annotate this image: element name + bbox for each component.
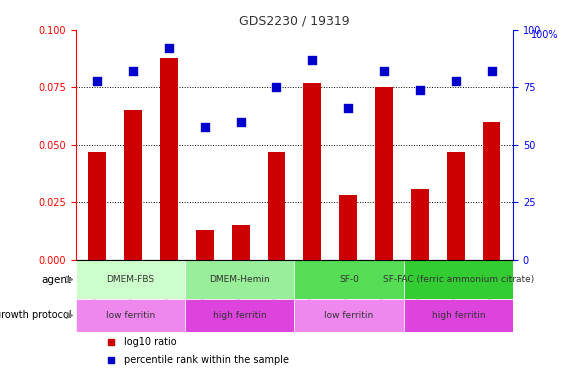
Point bbox=[93, 78, 102, 84]
Point bbox=[380, 68, 389, 74]
Bar bbox=[411, 189, 429, 260]
Bar bbox=[124, 110, 142, 260]
Bar bbox=[231, 225, 250, 260]
Text: agent: agent bbox=[41, 274, 72, 285]
Bar bbox=[268, 152, 286, 260]
Bar bbox=[303, 83, 321, 260]
Point bbox=[200, 123, 209, 129]
Bar bbox=[447, 152, 465, 260]
Text: percentile rank within the sample: percentile rank within the sample bbox=[124, 356, 289, 365]
FancyBboxPatch shape bbox=[76, 299, 185, 332]
Point bbox=[343, 105, 353, 111]
Text: SF-FAC (ferric ammonium citrate): SF-FAC (ferric ammonium citrate) bbox=[383, 275, 534, 284]
Text: low ferritin: low ferritin bbox=[106, 311, 155, 320]
Point bbox=[236, 119, 245, 125]
Text: 100%: 100% bbox=[531, 30, 558, 40]
Text: DMEM-FBS: DMEM-FBS bbox=[106, 275, 154, 284]
FancyBboxPatch shape bbox=[76, 260, 185, 299]
Text: growth protocol: growth protocol bbox=[0, 310, 72, 321]
Point bbox=[451, 78, 461, 84]
Text: SF-0: SF-0 bbox=[339, 275, 359, 284]
Point bbox=[487, 68, 496, 74]
FancyBboxPatch shape bbox=[294, 299, 403, 332]
Bar bbox=[375, 87, 393, 260]
FancyBboxPatch shape bbox=[403, 260, 513, 299]
Point bbox=[164, 45, 174, 51]
Text: log10 ratio: log10 ratio bbox=[124, 338, 177, 347]
Point bbox=[128, 68, 138, 74]
Point bbox=[415, 87, 424, 93]
Bar bbox=[339, 195, 357, 260]
Text: DMEM-Hemin: DMEM-Hemin bbox=[209, 275, 270, 284]
FancyBboxPatch shape bbox=[294, 260, 403, 299]
FancyBboxPatch shape bbox=[403, 299, 513, 332]
Text: high ferritin: high ferritin bbox=[431, 311, 485, 320]
Point bbox=[272, 84, 281, 90]
Text: high ferritin: high ferritin bbox=[213, 311, 266, 320]
Text: low ferritin: low ferritin bbox=[325, 311, 374, 320]
Title: GDS2230 / 19319: GDS2230 / 19319 bbox=[239, 15, 350, 27]
Point bbox=[308, 57, 317, 63]
Bar bbox=[483, 122, 500, 260]
FancyBboxPatch shape bbox=[185, 299, 294, 332]
Bar bbox=[89, 152, 106, 260]
FancyBboxPatch shape bbox=[185, 260, 294, 299]
Bar bbox=[196, 230, 214, 260]
Bar bbox=[160, 58, 178, 260]
